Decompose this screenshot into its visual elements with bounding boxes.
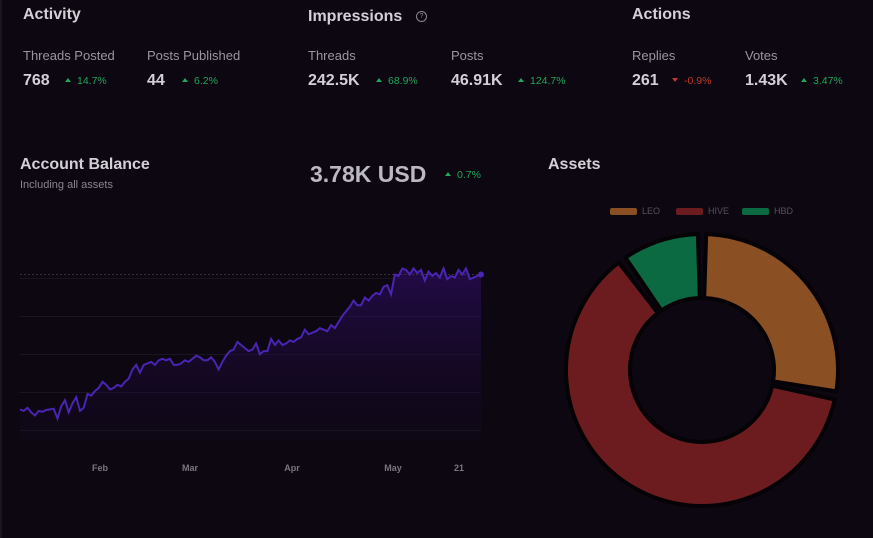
trend-up-icon	[445, 172, 451, 177]
legend-label: LEO	[642, 206, 661, 216]
help-icon[interactable]: ?	[416, 11, 427, 22]
votes-label: Votes	[745, 48, 778, 63]
posts-impressions-label: Posts	[451, 48, 484, 63]
x-tick-label: Feb	[92, 463, 109, 473]
threads-impressions-value: 242.5K	[308, 72, 360, 89]
legend-swatch	[610, 207, 637, 215]
votes-delta: 3.47%	[801, 75, 843, 87]
x-tick-label: Apr	[284, 463, 300, 473]
threads-posted-value: 768	[23, 72, 50, 89]
account-balance-title: Account Balance	[20, 156, 150, 173]
balance-area-fill	[20, 268, 481, 440]
threads-posted-label: Threads Posted	[23, 48, 115, 63]
trend-up-icon	[801, 78, 807, 83]
trend-up-icon	[182, 78, 188, 83]
legend-label: HIVE	[708, 206, 730, 216]
assets-donut-chart	[564, 232, 840, 508]
left-border	[0, 0, 2, 538]
impressions-title: Impressions	[308, 8, 403, 25]
x-tick-label: 21	[454, 463, 464, 473]
actions-title: Actions	[632, 6, 691, 23]
legend-swatch	[742, 207, 769, 215]
replies-delta: -0.9%	[672, 75, 711, 87]
trend-down-icon	[672, 78, 678, 83]
trend-up-icon	[65, 78, 71, 83]
legend-item-hive[interactable]: HIVE	[676, 206, 729, 216]
posts-published-value: 44	[147, 72, 165, 89]
legend-item-leo[interactable]: LEO	[610, 206, 660, 216]
posts-impressions-value: 46.91K	[451, 72, 503, 89]
legend-item-hbd[interactable]: HBD	[742, 206, 793, 216]
assets-title: Assets	[548, 156, 601, 173]
donut-slice-hive[interactable]	[564, 260, 837, 508]
replies-value: 261	[632, 72, 659, 89]
account-balance-subtitle: Including all assets	[20, 179, 113, 191]
threads-impressions-delta: 68.9%	[376, 75, 418, 87]
trend-up-icon	[518, 78, 524, 83]
balance-line[interactable]	[19, 265, 482, 422]
posts-published-delta: 6.2%	[182, 75, 218, 87]
account-balance-delta: 0.7%	[445, 169, 481, 181]
legend-swatch	[676, 207, 703, 215]
threads-posted-delta: 14.7%	[65, 75, 107, 87]
posts-published-label: Posts Published	[147, 48, 241, 63]
x-tick-label: May	[384, 463, 402, 473]
activity-title: Activity	[23, 6, 81, 23]
account-balance-total: 3.78K USD	[310, 161, 427, 187]
posts-impressions-delta: 124.7%	[518, 75, 566, 87]
replies-label: Replies	[632, 48, 676, 63]
trend-up-icon	[376, 78, 382, 83]
threads-impressions-label: Threads	[308, 48, 356, 63]
legend-label: HBD	[774, 206, 794, 216]
balance-end-point[interactable]	[478, 271, 484, 278]
donut-slice-hbd[interactable]	[623, 232, 702, 313]
x-tick-label: Mar	[182, 463, 199, 473]
account-balance-chart: Feb Mar Apr May 21	[19, 265, 484, 473]
donut-slice-leo[interactable]	[702, 232, 840, 394]
votes-value: 1.43K	[745, 72, 788, 89]
